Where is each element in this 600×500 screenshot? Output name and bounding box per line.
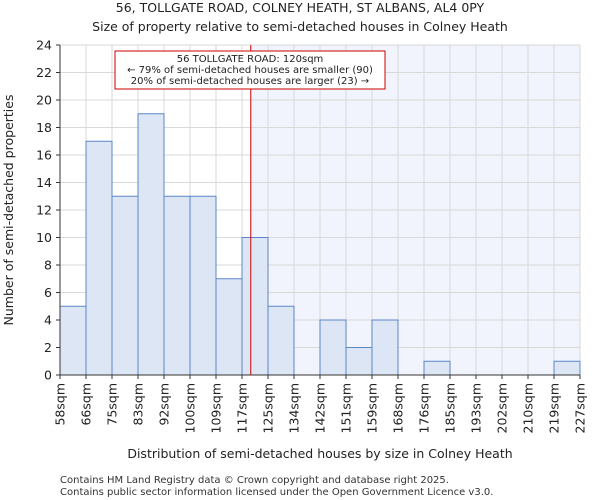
histogram-bar: [319, 319, 347, 376]
y-tick-label: 2: [44, 340, 52, 355]
histogram-bar: [267, 305, 295, 376]
x-tick-label: 185sqm: [443, 383, 458, 433]
annotation-line: 20% of semi-detached houses are larger (…: [131, 76, 369, 87]
y-tick-label: 0: [44, 368, 52, 383]
x-tick-label: 142sqm: [313, 383, 328, 433]
histogram-bar: [137, 113, 165, 376]
x-tick-label: 75sqm: [105, 383, 120, 426]
annotation-line: ← 79% of semi-detached houses are smalle…: [127, 65, 373, 76]
x-tick-label: 92sqm: [157, 383, 172, 426]
y-tick-label: 24: [36, 38, 52, 53]
y-tick-label: 20: [36, 93, 52, 108]
x-tick-label: 159sqm: [365, 383, 380, 433]
x-tick-label: 83sqm: [131, 383, 146, 426]
x-tick-label: 193sqm: [469, 383, 484, 433]
histogram-bar: [111, 195, 139, 376]
x-tick-label: 210sqm: [521, 383, 536, 433]
chart-subtitle: Size of property relative to semi-detach…: [92, 19, 508, 34]
x-tick-label: 227sqm: [573, 383, 588, 433]
y-tick-label: 4: [44, 313, 52, 328]
histogram-bar: [215, 278, 243, 376]
histogram-bar: [163, 195, 191, 376]
annotation-line: 56 TOLLGATE ROAD: 120sqm: [177, 54, 324, 65]
histogram-bar: [371, 319, 399, 376]
x-tick-label: 168sqm: [391, 383, 406, 433]
y-tick-label: 18: [36, 120, 52, 135]
histogram-bar: [85, 140, 113, 376]
y-axis-label: Number of semi-detached properties: [1, 95, 16, 326]
x-tick-label: 134sqm: [287, 383, 302, 433]
y-tick-label: 14: [36, 175, 52, 190]
histogram-bar: [189, 195, 217, 376]
x-tick-label: 202sqm: [495, 383, 510, 433]
y-tick-label: 8: [44, 258, 52, 273]
histogram-bar: [423, 360, 451, 376]
footer-copyright: Contains HM Land Registry data © Crown c…: [60, 475, 449, 486]
x-tick-label: 58sqm: [53, 383, 68, 426]
histogram-bar: [345, 347, 373, 376]
y-tick-label: 10: [36, 230, 52, 245]
x-tick-label: 151sqm: [339, 383, 354, 433]
chart-title: 56, TOLLGATE ROAD, COLNEY HEATH, ST ALBA…: [116, 0, 485, 15]
annotation-box: [114, 50, 386, 90]
histogram-bar: [59, 305, 87, 376]
footer-licence: Contains public sector information licen…: [60, 487, 493, 498]
histogram-bar: [241, 237, 269, 376]
y-tick-label: 22: [36, 65, 52, 80]
x-tick-label: 117sqm: [235, 383, 250, 433]
x-tick-label: 100sqm: [183, 383, 198, 433]
x-tick-label: 219sqm: [547, 383, 562, 433]
y-tick-label: 12: [36, 203, 52, 218]
histogram-bar: [553, 360, 581, 376]
x-tick-label: 66sqm: [79, 383, 94, 426]
x-axis-label: Distribution of semi-detached houses by …: [127, 446, 512, 461]
x-tick-label: 176sqm: [417, 383, 432, 433]
x-tick-label: 125sqm: [261, 383, 276, 433]
y-tick-label: 16: [36, 148, 52, 163]
y-tick-label: 6: [44, 285, 52, 300]
x-tick-label: 109sqm: [209, 383, 224, 433]
